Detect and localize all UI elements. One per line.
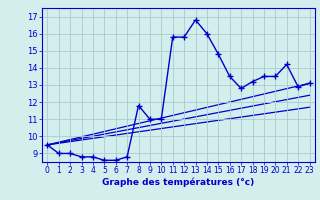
X-axis label: Graphe des températures (°c): Graphe des températures (°c)	[102, 178, 254, 187]
